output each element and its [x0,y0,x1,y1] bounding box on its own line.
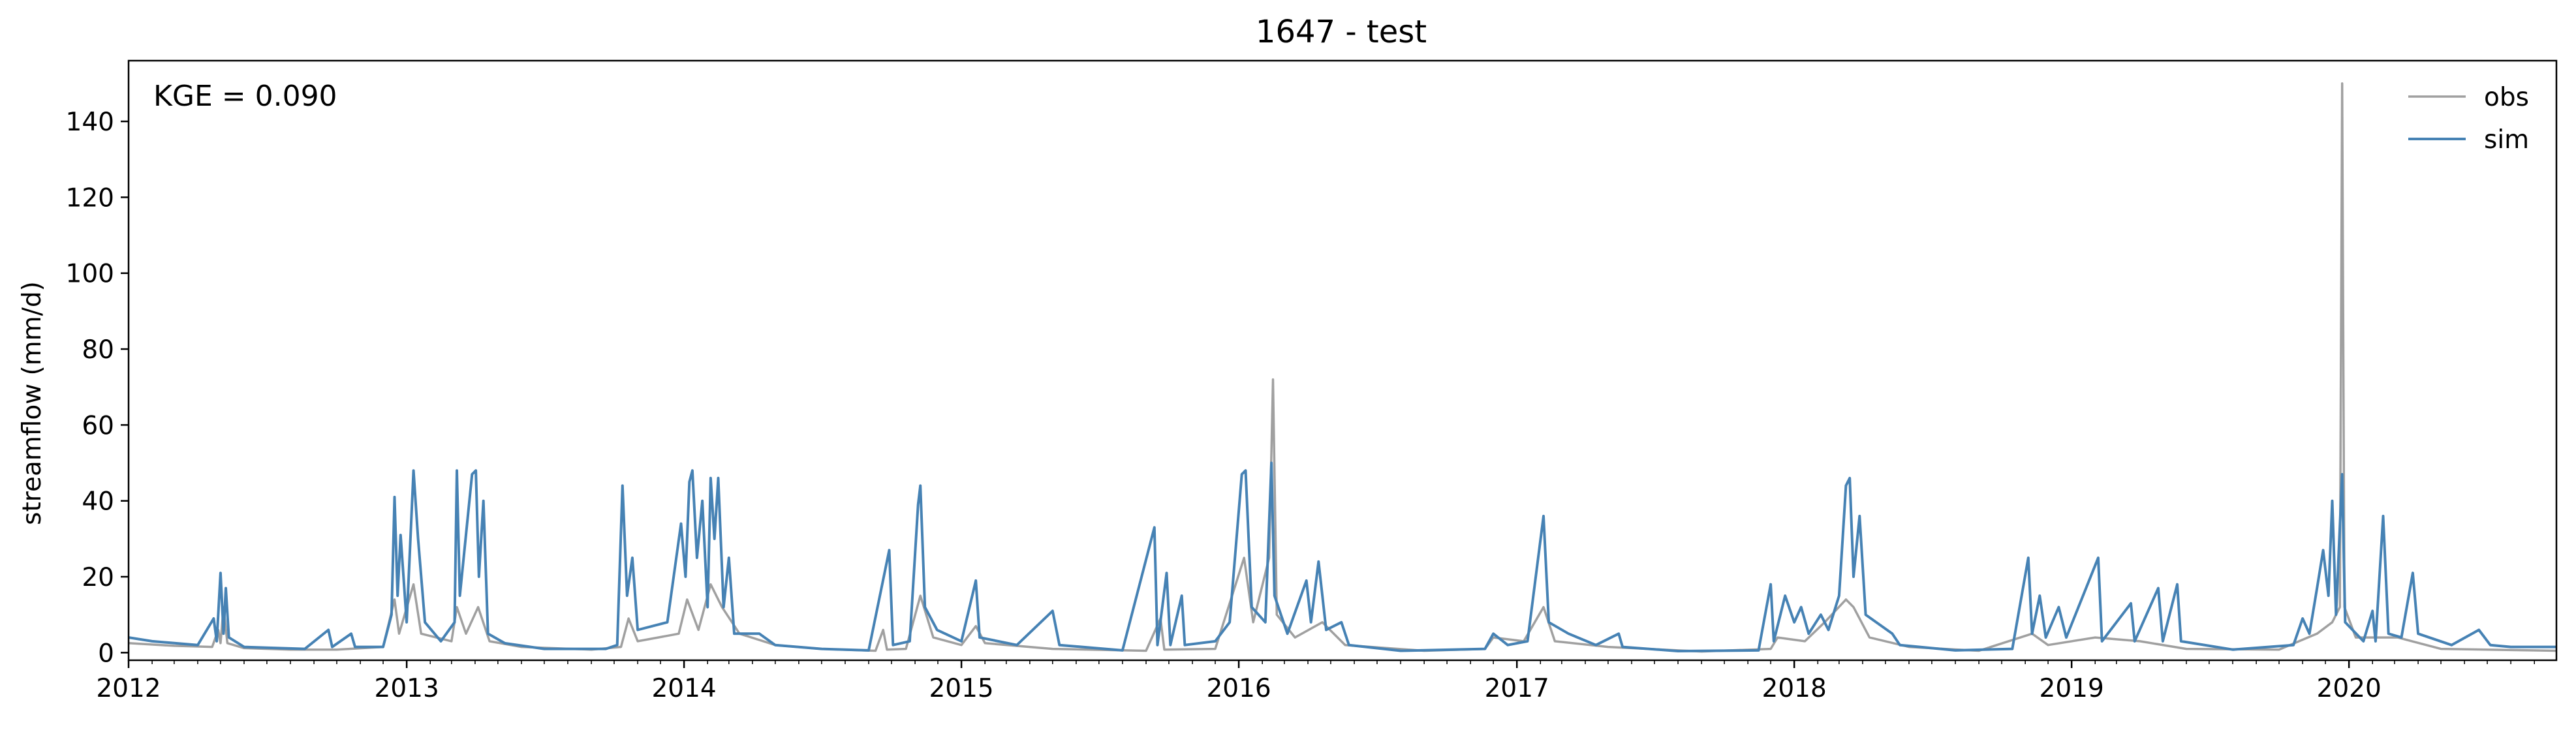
y-tick-label-80: 80 [82,335,114,365]
x-tick-label-2012: 2012 [96,674,161,703]
plot-frame [127,59,2558,662]
chart-title: 1647 - test [1256,14,1427,50]
x-tick-label-2020: 2020 [2317,674,2382,703]
series-line-obs [129,82,2556,653]
y-tick-label-0: 0 [98,639,114,668]
y-tick-label-100: 100 [66,260,114,289]
plot-area [129,82,2556,653]
x-tick-label-2017: 2017 [1485,674,1549,703]
y-tick-label-60: 60 [82,411,114,440]
y-tick-label-40: 40 [82,487,114,517]
x-tick-label-2019: 2019 [2040,674,2104,703]
x-tick-label-2015: 2015 [929,674,993,703]
y-tick-label-120: 120 [66,183,114,213]
x-tick-label-2014: 2014 [651,674,716,703]
series-line-sim [129,461,2556,652]
y-tick-label-140: 140 [66,108,114,137]
legend: obs sim [2408,83,2529,155]
x-tick-label-2016: 2016 [1206,674,1271,703]
legend-label-obs: obs [2484,83,2529,112]
y-axis-label: streamflow (mm/d) [18,281,47,525]
kge-annotation: KGE = 0.090 [153,80,337,113]
x-tick-label-2013: 2013 [375,674,439,703]
y-tick-label-20: 20 [82,563,114,592]
legend-label-sim: sim [2484,125,2529,155]
x-tick-label-2018: 2018 [1762,674,1827,703]
axes: 0 20 40 60 80 100 120 140 2012 2013 2014 2015 2016 20… [66,59,2558,703]
